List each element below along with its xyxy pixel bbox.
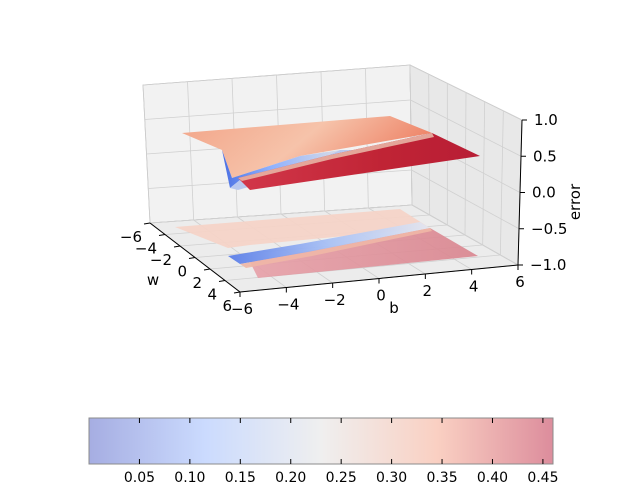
w-tick-mark xyxy=(218,280,226,282)
z-axis-label: error xyxy=(566,183,584,220)
colorbar-tick-label: 0.45 xyxy=(527,470,558,486)
floor-contour xyxy=(175,209,478,278)
b-axis-ticks: −6 −4 −2 0 2 4 6 xyxy=(231,265,525,318)
colorbar-ticks: 0.05 0.10 0.15 0.20 0.25 0.30 0.35 0.40 0.45 xyxy=(124,418,558,486)
b-axis-label: b xyxy=(389,299,399,317)
w-tick-mark xyxy=(233,291,241,294)
colorbar-tick-label: 0.20 xyxy=(275,470,306,486)
w-tick-mark xyxy=(188,257,196,259)
b-tick-label: 4 xyxy=(469,278,479,296)
w-tick-mark xyxy=(173,245,181,248)
z-tick-label: −1.0 xyxy=(530,256,566,274)
grid-line-z xyxy=(142,64,411,86)
w-tick-mark xyxy=(143,222,151,225)
b-tick-label: 6 xyxy=(515,273,525,291)
grid-line-z xyxy=(149,204,413,224)
w-tick-label: 4 xyxy=(207,286,217,304)
z-axis-ticks: −1.0 −0.5 0.0 0.5 1.0 xyxy=(518,111,567,274)
b-tick-label: −6 xyxy=(231,300,253,318)
b-tick-label: −2 xyxy=(324,291,346,309)
w-tick-label: −6 xyxy=(120,228,142,246)
colorbar-tick-label: 0.25 xyxy=(326,470,357,486)
colorbar: 0.05 0.10 0.15 0.20 0.25 0.30 0.35 0.40 0.45 xyxy=(88,417,558,486)
surface-ridge xyxy=(238,133,480,190)
w-tick-label: −2 xyxy=(150,251,172,269)
floor-contour-blue-band xyxy=(228,222,430,264)
w-tick-label: 6 xyxy=(222,297,232,315)
colorbar-tick-label: 0.40 xyxy=(477,470,508,486)
grid-line-z-right xyxy=(411,204,519,266)
w-tick-label: 2 xyxy=(192,274,202,292)
b-tick-label: 2 xyxy=(423,282,433,300)
error-surface xyxy=(182,116,480,190)
grid-line-z-right xyxy=(411,169,520,230)
floor-contour-light xyxy=(175,209,430,248)
w-tick-label: −4 xyxy=(135,240,157,258)
z-tick-label: 1.0 xyxy=(534,111,558,129)
grid-line-z-right xyxy=(409,64,523,121)
surface-ridge-edge xyxy=(238,133,434,181)
w-axis-label: w xyxy=(147,271,159,289)
surface-plateau xyxy=(182,116,432,178)
colorbar-tick-label: 0.10 xyxy=(174,470,205,486)
floor-contour-red xyxy=(250,228,478,278)
w-tick-mark xyxy=(203,268,211,271)
floor-contour-edge xyxy=(240,228,432,268)
colorbar-tick-label: 0.30 xyxy=(376,470,407,486)
colorbar-tick-label: 0.35 xyxy=(426,470,457,486)
grid-line-z-right xyxy=(410,99,522,157)
z-tick-label: 0.0 xyxy=(532,184,556,202)
z-tick-label: −0.5 xyxy=(531,220,567,238)
colorbar-gradient xyxy=(88,417,554,465)
z-tick-label: 0.5 xyxy=(533,147,557,165)
grid-line-z xyxy=(144,99,411,120)
b-tick-label: −4 xyxy=(277,296,299,314)
w-tick-label: 0 xyxy=(177,263,187,281)
w-tick-mark xyxy=(158,234,166,236)
colorbar-tick-label: 0.15 xyxy=(225,470,256,486)
colorbar-tick-label: 0.05 xyxy=(124,470,155,486)
b-tick-label: 0 xyxy=(376,287,386,305)
